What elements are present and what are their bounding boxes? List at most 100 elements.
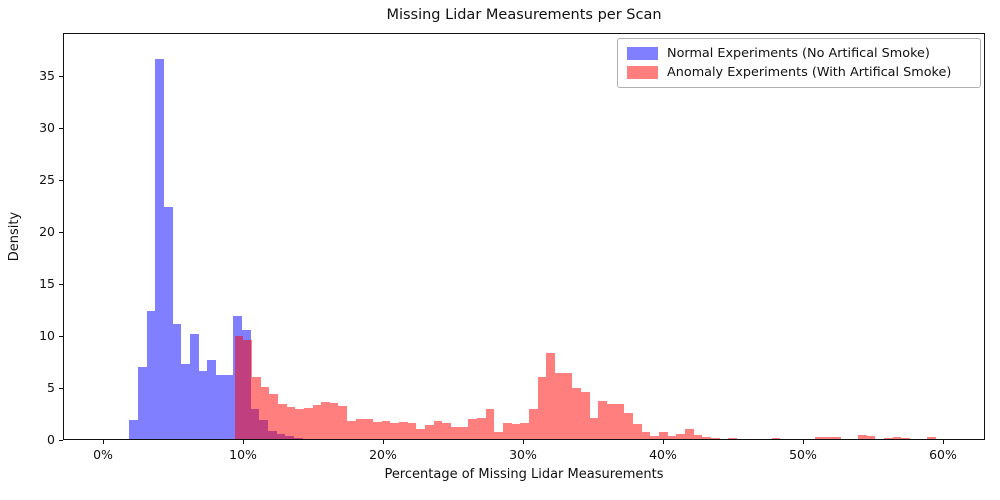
plot-area [63,33,985,440]
y-tick-mark [59,283,63,285]
histogram-bar-anomaly [641,432,651,439]
x-tick-label: 60% [929,447,957,462]
histogram-bar-normal [207,360,216,439]
histogram-bar-anomaly [355,419,365,439]
histogram-bar-anomaly [433,420,443,439]
histogram-bar-normal [164,206,173,439]
histogram-bar-anomaly [407,423,417,439]
histogram-bar-anomaly [892,437,902,439]
histogram-bar-anomaly [511,423,521,439]
y-tick-mark [59,179,63,181]
x-tick-label: 50% [789,447,817,462]
histogram-bar-normal [181,364,190,439]
legend-label-normal: Normal Experiments (No Artifical Smoke) [667,45,930,61]
x-tick-mark [663,440,664,444]
histogram-bar-anomaly [632,423,642,439]
histogram-bar-anomaly [650,435,659,439]
bars-layer [64,34,984,439]
histogram-bar-anomaly [555,372,564,439]
y-tick-mark [59,335,63,337]
y-axis-label: Density [7,211,23,262]
histogram-bar-anomaly [529,408,538,439]
histogram-bar-anomaly [832,437,841,439]
histogram-bar-anomaly [520,422,530,439]
histogram-bar-anomaly [425,424,434,439]
histogram-bar-anomaly [286,406,296,439]
histogram-bar-anomaly [277,403,287,439]
y-tick-label: 30 [39,119,55,135]
histogram-bar-normal [129,419,139,439]
y-tick-mark [59,387,63,389]
histogram-bar-normal [172,324,182,439]
y-tick-mark [59,231,63,233]
histogram-bar-anomaly [658,432,668,439]
x-tick-label: 10% [229,447,257,462]
histogram-bar-anomaly [901,437,911,439]
legend-label-anomaly: Anomaly Experiments (With Artifical Smok… [667,65,952,81]
histogram-bar-anomaly [329,402,339,439]
histogram-bar-anomaly [589,418,599,439]
histogram-bar-anomaly [399,422,408,439]
histogram-bar-normal [198,370,208,439]
histogram-bar-anomaly [251,376,261,439]
x-tick-mark [803,440,804,444]
histogram-bar-normal [190,333,199,439]
histogram-bar-anomaly [451,426,460,439]
histogram-bar-anomaly [338,405,348,439]
histogram-bar-anomaly [347,420,356,439]
histogram-bar-anomaly [702,437,711,439]
histogram-bar-anomaly [442,423,452,439]
histogram-bar-anomaly [684,429,694,439]
histogram-bar-anomaly [676,433,685,439]
y-tick-label: 5 [47,379,55,395]
y-axis-label-column: Density [2,33,28,440]
x-tick-label: 30% [509,447,537,462]
histogram-bar-anomaly [823,437,833,439]
legend-item-normal: Normal Experiments (No Artifical Smoke) [627,46,971,61]
legend: Normal Experiments (No Artifical Smoke) … [617,38,981,88]
x-axis-label: Percentage of Missing Lidar Measurements [384,467,664,482]
y-tick-label: 25 [39,171,55,187]
y-tick-label: 0 [47,432,55,447]
histogram-bar-anomaly [615,404,625,439]
x-tick-mark [943,440,944,444]
legend-swatch-normal [627,46,658,60]
histogram-bar-anomaly [269,394,278,439]
histogram-bar-anomaly [468,419,478,439]
histogram-bar-anomaly [728,437,737,439]
histogram-bar-anomaly [260,387,270,439]
y-tick-label: 20 [39,223,55,239]
histogram-bar-anomaly [364,419,374,439]
x-tick-label: 20% [369,447,397,462]
histogram-bar-anomaly [303,407,313,439]
x-tick-mark [103,440,105,444]
histogram-bar-anomaly [693,435,703,439]
x-tick-mark [243,440,245,444]
histogram-bar-anomaly [546,353,555,439]
x-tick-label: 40% [649,447,677,462]
histogram-bar-anomaly [710,438,720,439]
histogram-bar-normal [215,374,225,439]
legend-item-anomaly: Anomaly Experiments (With Artifical Smok… [627,65,971,80]
histogram-bar-anomaly [243,339,252,439]
histogram-bar-normal [224,375,234,439]
histogram-bar-anomaly [295,408,304,439]
histogram-bar-anomaly [771,437,781,439]
histogram-bar-anomaly [624,412,633,439]
y-tick-mark [59,75,63,77]
y-tick-label: 15 [39,275,55,291]
histogram-bar-anomaly [814,437,824,439]
histogram-bar-anomaly [494,432,504,439]
histogram-bar-anomaly [477,418,486,439]
x-tick-mark [523,440,525,444]
histogram-bar-normal [155,58,164,439]
chart-title: Missing Lidar Measurements per Scan [386,7,662,23]
histogram-bar-anomaly [927,436,937,439]
histogram-bar-anomaly [606,404,616,439]
histogram-bar-anomaly [580,391,590,439]
y-tick-label: 10 [39,327,55,343]
y-tick-mark [59,440,63,441]
histogram-bar-anomaly [321,401,330,439]
histogram-bar-anomaly [381,420,391,439]
